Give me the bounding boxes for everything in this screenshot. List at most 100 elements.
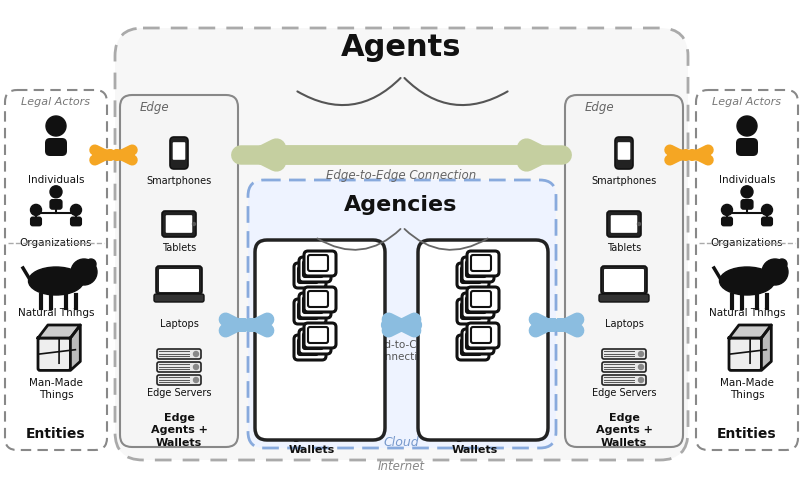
Text: Cloud
Agents +
Wallets: Cloud Agents + Wallets: [446, 420, 503, 455]
Text: Edge
Agents +
Wallets: Edge Agents + Wallets: [595, 413, 651, 448]
FancyBboxPatch shape: [115, 28, 687, 460]
FancyBboxPatch shape: [456, 263, 488, 288]
FancyBboxPatch shape: [460, 303, 480, 319]
Text: Edge: Edge: [140, 101, 169, 113]
Text: Cloud: Cloud: [383, 436, 419, 448]
Text: Edge Servers: Edge Servers: [147, 388, 211, 398]
Text: Edge Servers: Edge Servers: [591, 388, 655, 398]
FancyBboxPatch shape: [735, 138, 757, 156]
FancyBboxPatch shape: [603, 269, 643, 292]
FancyBboxPatch shape: [304, 287, 335, 312]
FancyBboxPatch shape: [465, 333, 485, 349]
Text: Natural Things: Natural Things: [18, 308, 94, 318]
FancyBboxPatch shape: [471, 327, 490, 343]
FancyBboxPatch shape: [156, 266, 202, 294]
FancyBboxPatch shape: [606, 211, 640, 237]
FancyBboxPatch shape: [70, 216, 82, 227]
FancyBboxPatch shape: [298, 257, 330, 282]
FancyBboxPatch shape: [602, 362, 645, 372]
Text: Cloud-to-Cloud
Connection: Cloud-to-Cloud Connection: [362, 340, 439, 362]
FancyBboxPatch shape: [565, 95, 683, 447]
FancyBboxPatch shape: [294, 263, 326, 288]
FancyBboxPatch shape: [294, 335, 326, 360]
FancyBboxPatch shape: [298, 329, 330, 354]
Text: Legal Actors: Legal Actors: [711, 97, 780, 107]
FancyBboxPatch shape: [298, 339, 318, 355]
FancyBboxPatch shape: [304, 251, 335, 276]
FancyBboxPatch shape: [298, 293, 330, 318]
Text: Entities: Entities: [716, 427, 776, 441]
FancyBboxPatch shape: [418, 240, 547, 440]
FancyBboxPatch shape: [720, 216, 732, 227]
Text: Individuals: Individuals: [718, 175, 774, 185]
Text: Tablets: Tablets: [606, 243, 640, 253]
FancyBboxPatch shape: [610, 215, 637, 233]
FancyBboxPatch shape: [461, 329, 493, 354]
Text: Edge-to-Edge Connection: Edge-to-Edge Connection: [326, 169, 476, 182]
FancyBboxPatch shape: [159, 269, 199, 292]
FancyBboxPatch shape: [302, 297, 322, 313]
FancyBboxPatch shape: [460, 339, 480, 355]
Text: Man-Made
Things: Man-Made Things: [29, 378, 83, 400]
Text: Natural Things: Natural Things: [708, 308, 784, 318]
Circle shape: [736, 116, 756, 136]
FancyBboxPatch shape: [157, 362, 200, 372]
FancyBboxPatch shape: [600, 266, 646, 294]
FancyBboxPatch shape: [461, 293, 493, 318]
Text: Entities: Entities: [26, 427, 86, 441]
FancyBboxPatch shape: [456, 335, 488, 360]
FancyBboxPatch shape: [465, 297, 485, 313]
Text: Individuals: Individuals: [28, 175, 84, 185]
FancyBboxPatch shape: [467, 251, 498, 276]
Text: Laptops: Laptops: [604, 319, 642, 329]
FancyBboxPatch shape: [460, 267, 480, 283]
Text: Tablets: Tablets: [162, 243, 196, 253]
Text: Smartphones: Smartphones: [146, 176, 212, 186]
Circle shape: [192, 223, 195, 226]
FancyBboxPatch shape: [308, 255, 327, 271]
Text: Legal Actors: Legal Actors: [22, 97, 91, 107]
FancyBboxPatch shape: [598, 294, 648, 302]
FancyBboxPatch shape: [170, 137, 188, 169]
Circle shape: [193, 351, 198, 357]
Circle shape: [86, 259, 96, 269]
FancyBboxPatch shape: [50, 199, 63, 210]
FancyBboxPatch shape: [172, 142, 185, 160]
FancyBboxPatch shape: [695, 90, 797, 450]
Polygon shape: [38, 325, 80, 338]
Text: Internet: Internet: [377, 459, 424, 472]
Circle shape: [638, 377, 642, 383]
Text: Edge
Agents +
Wallets: Edge Agents + Wallets: [151, 413, 207, 448]
Text: Agents: Agents: [340, 34, 460, 63]
FancyBboxPatch shape: [38, 338, 71, 370]
FancyBboxPatch shape: [157, 375, 200, 385]
FancyBboxPatch shape: [298, 267, 318, 283]
Circle shape: [46, 116, 66, 136]
Circle shape: [721, 204, 731, 215]
FancyBboxPatch shape: [728, 338, 760, 370]
FancyBboxPatch shape: [165, 215, 192, 233]
Text: Man-Made
Things: Man-Made Things: [719, 378, 773, 400]
Circle shape: [638, 364, 642, 370]
FancyBboxPatch shape: [45, 138, 67, 156]
FancyBboxPatch shape: [602, 349, 645, 359]
FancyBboxPatch shape: [461, 257, 493, 282]
FancyBboxPatch shape: [760, 216, 772, 227]
Circle shape: [637, 223, 640, 226]
Text: Edge: Edge: [585, 101, 614, 113]
FancyBboxPatch shape: [157, 349, 200, 359]
FancyBboxPatch shape: [304, 323, 335, 348]
Circle shape: [193, 377, 198, 383]
Polygon shape: [760, 325, 771, 370]
Text: Organizations: Organizations: [710, 238, 782, 248]
Ellipse shape: [28, 267, 83, 295]
FancyBboxPatch shape: [302, 333, 322, 349]
Polygon shape: [71, 325, 80, 370]
FancyBboxPatch shape: [602, 375, 645, 385]
FancyBboxPatch shape: [119, 95, 237, 447]
FancyBboxPatch shape: [471, 291, 490, 307]
FancyBboxPatch shape: [30, 216, 42, 227]
FancyBboxPatch shape: [467, 323, 498, 348]
Text: Laptops: Laptops: [160, 319, 198, 329]
FancyBboxPatch shape: [255, 240, 384, 440]
